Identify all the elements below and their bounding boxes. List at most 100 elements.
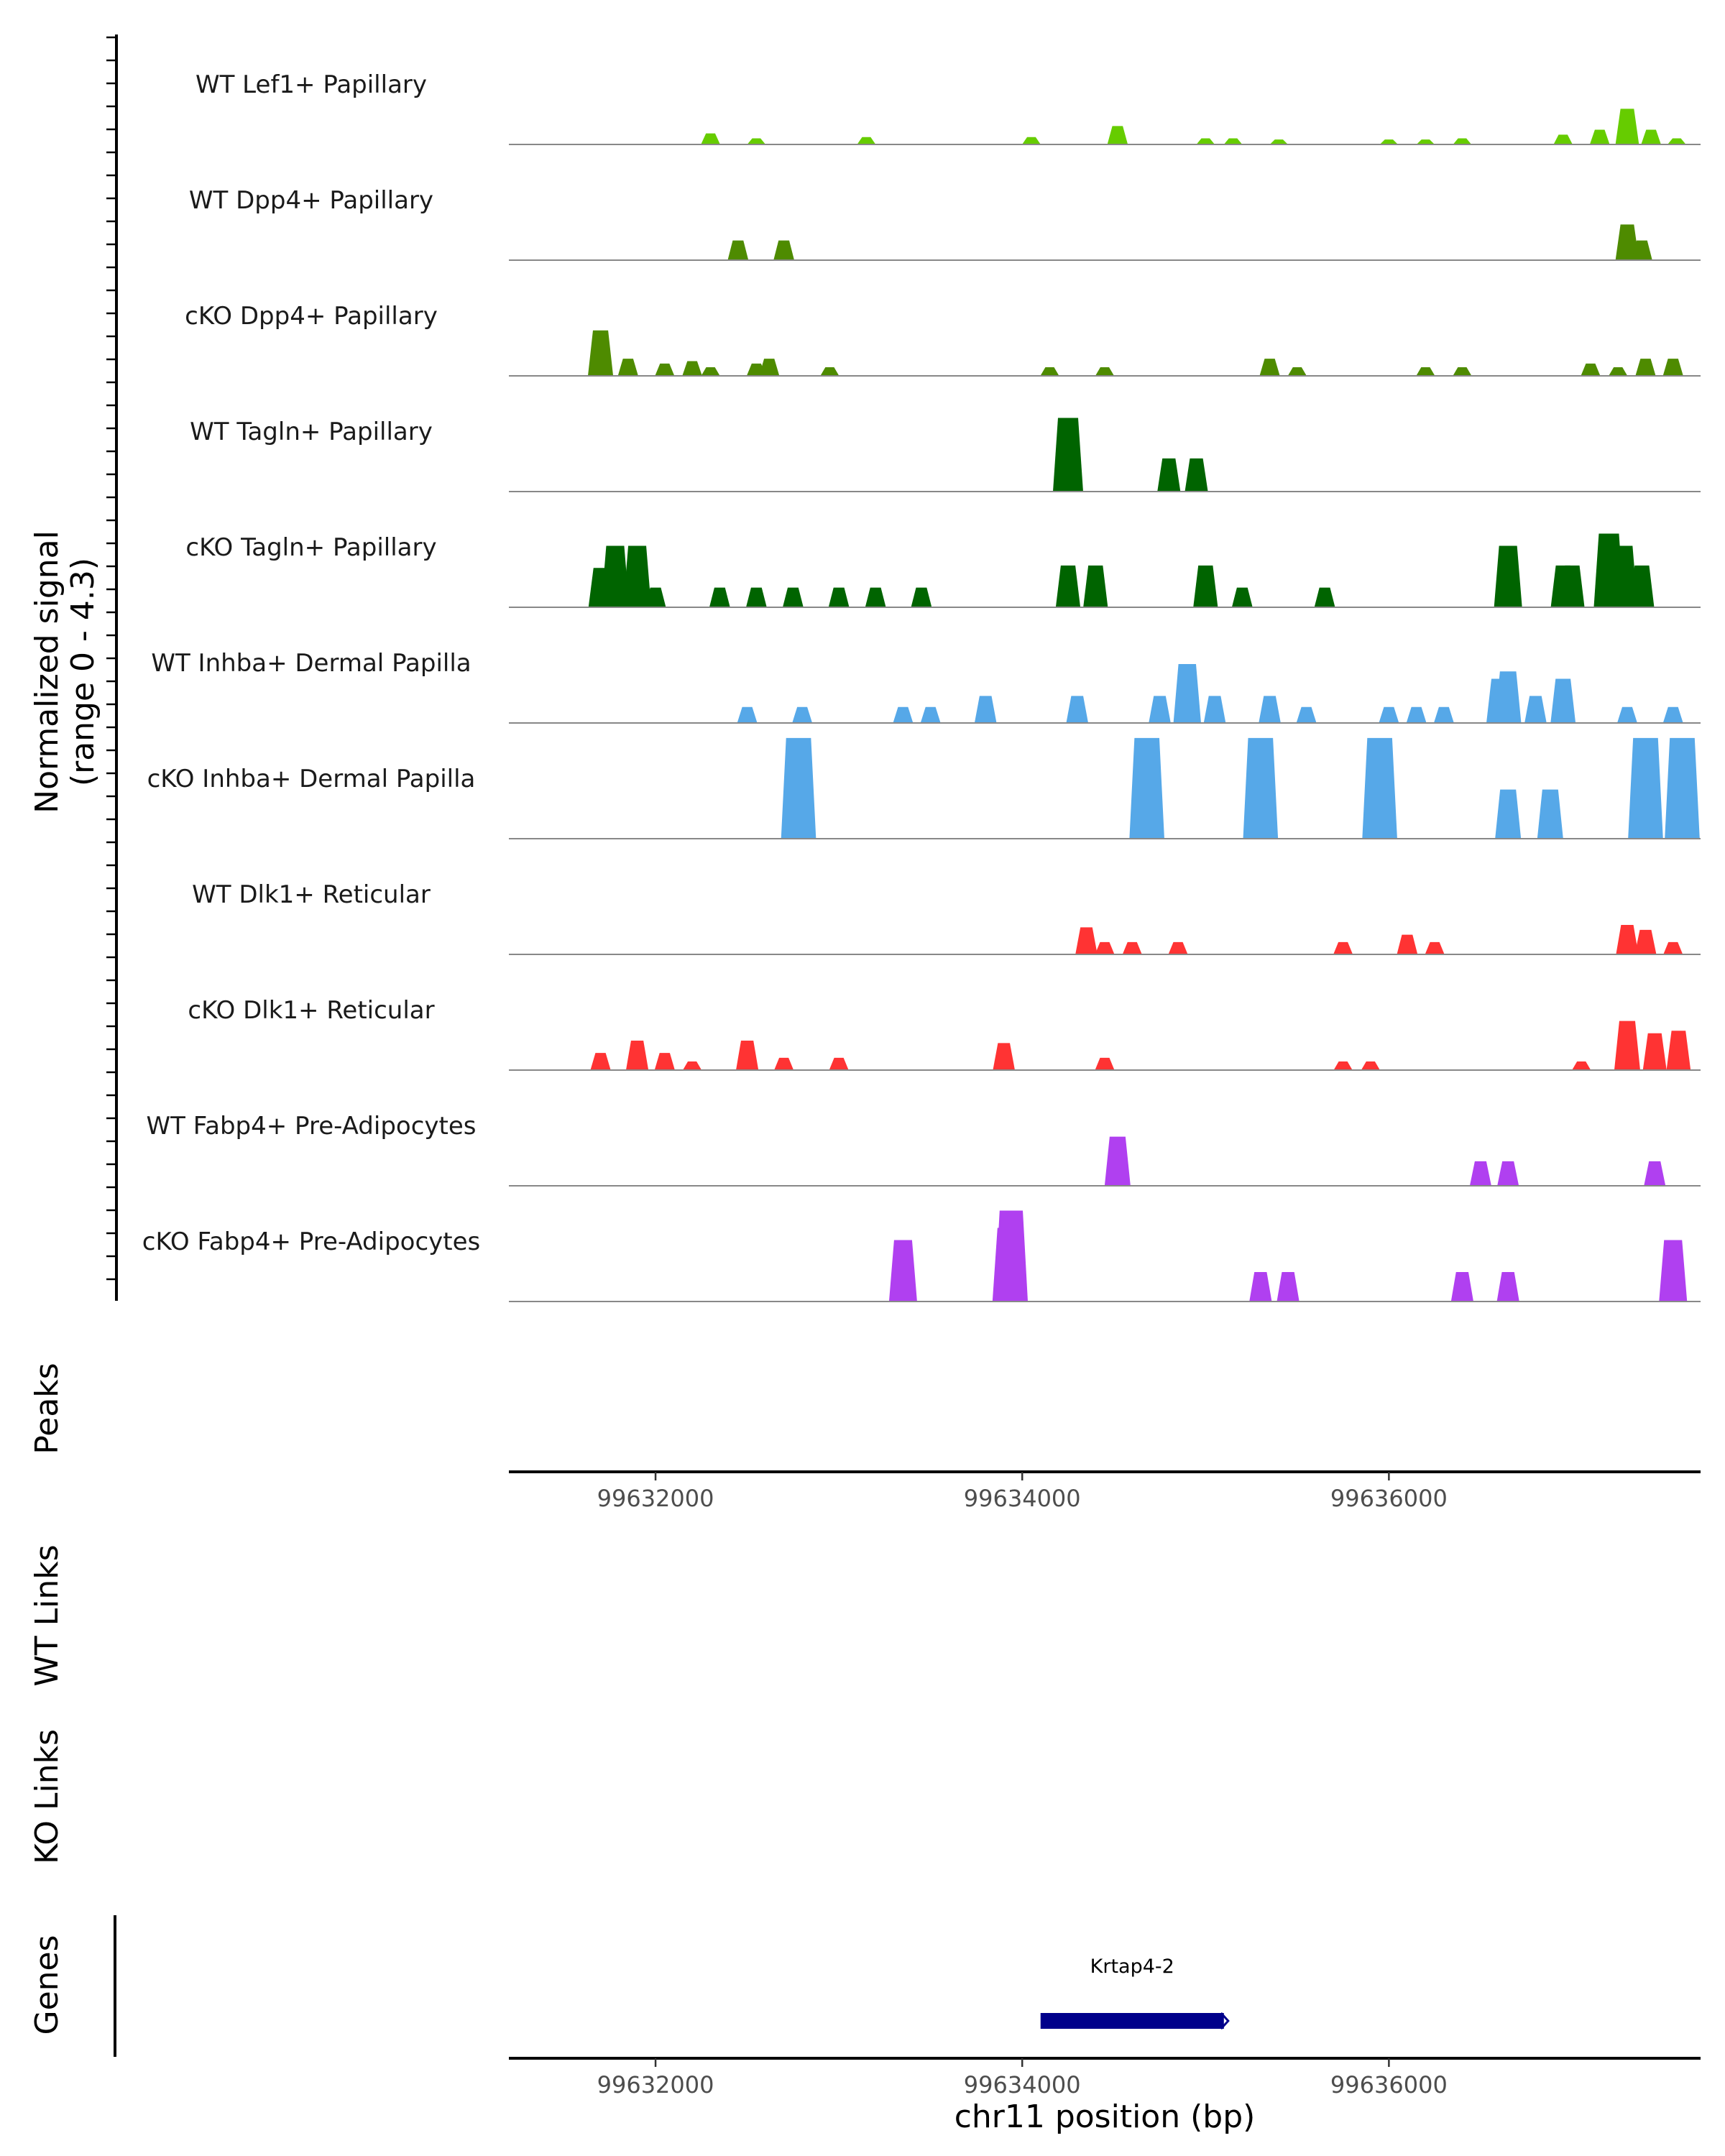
track-wt-lef1-papillary: WT Lef1+ Papillary [196,70,1701,145]
coverage-peak [1416,367,1435,376]
track-label: cKO Tagln+ Papillary [185,533,436,562]
coverage-peak [1433,706,1454,723]
track-wt-dlk1-reticular: WT Dlk1+ Reticular [192,880,1701,955]
coverage-peak [1055,565,1081,607]
coverage-peak [654,1053,675,1070]
x-tick-label: 99632000 [597,1485,714,1512]
x-tick-label: 99634000 [964,2071,1081,2099]
coverage-peak [1494,671,1522,723]
coverage-peak [781,737,816,839]
coverage-peak [1362,737,1397,839]
coverage-peak [1628,737,1663,839]
coverage-peak [1589,129,1610,144]
coverage-peak [1617,706,1637,723]
coverage-peak [1075,927,1098,954]
coverage-peak [1406,706,1427,723]
gene-strand-arrow [1220,2012,1230,2030]
coverage-peak [701,133,720,144]
coverage-peak [1276,1271,1300,1302]
coverage-peak [1666,1031,1691,1070]
coverage-peak [1259,359,1280,376]
wt-links-panel-label: WT Links [29,1544,65,1686]
coverage-peak [727,240,749,260]
coverage-peak [1453,138,1472,144]
coverage-peak [1634,929,1657,954]
coverage-peak [1223,138,1243,144]
track-label: WT Dlk1+ Reticular [192,880,431,909]
coverage-peak [1203,696,1226,723]
track-cko-dlk1-reticular: cKO Dlk1+ Reticular [188,996,1701,1071]
coverage-peak [1662,359,1683,376]
coverage-peak [1397,934,1418,954]
coverage-peak [1095,367,1115,376]
coverage-peak [1496,1271,1519,1302]
coverage-peak [1067,706,1087,723]
gene-label: Krtap4-2 [1090,1955,1174,1978]
coverage-peak [1635,359,1656,376]
track-label: cKO Dpp4+ Papillary [185,302,438,331]
track-label: WT Inhba+ Dermal Papilla [151,649,471,678]
x-axis-title: chr11 position (bp) [954,2099,1256,2135]
y-axis-subtitle: (range 0 - 4.3) [65,558,101,786]
coverage-peak [1453,367,1472,376]
coverage-peak [1052,418,1083,492]
coverage-peak [1184,458,1208,492]
coverage-peak [682,361,702,376]
coverage-peak [1196,138,1215,144]
coverage-y-ticks [106,36,116,1281]
coverage-peak [1379,706,1399,723]
coverage-peak [1642,1033,1667,1070]
coverage-peak [745,587,767,607]
coverage-peak [1107,126,1128,144]
gene-body [1040,2013,1224,2029]
coverage-peak [893,706,914,723]
coverage-peak [865,587,886,607]
coverage-peak [1665,737,1700,839]
track-wt-fabp4-pre-adipocytes: WT Fabp4+ Pre-Adipocytes [147,1112,1701,1187]
coverage-peak [1425,941,1445,954]
coverage-peak [709,587,730,607]
coverage-peak [1083,565,1108,607]
track-wt-inhba-dermal-papilla: WT Inhba+ Dermal Papilla [151,649,1701,724]
coverage-peak [645,587,666,607]
coverage-peak [655,363,675,376]
coverage-peak [1129,737,1164,839]
coverage-peak [1095,1057,1115,1070]
coverage-peak [1314,587,1335,607]
coverage-peak [747,138,766,144]
coverage-peak [1581,363,1601,376]
coverage-peak [1193,565,1218,607]
coverage-peak [1122,941,1142,954]
track-label: WT Tagln+ Papillary [190,418,433,446]
coverage-peak [1644,1161,1666,1186]
y-axis-title: Normalized signal [29,530,65,814]
coverage-peak [1616,924,1639,954]
coverage-peak [1287,367,1307,376]
coverage-peak [1243,737,1279,839]
coverage-peak [683,1061,702,1070]
coverage-peak [994,1210,1029,1302]
genes-x-axis: 99632000 99634000 99636000 [597,2058,1448,2099]
coverage-peak [601,545,630,607]
coverage-peak [1550,678,1576,723]
coverage-peak [1022,137,1041,144]
coverage-peak [1497,1161,1519,1186]
coverage-peak [1572,1061,1591,1070]
coverage-peak [1663,941,1683,954]
track-cko-fabp4-pre-adipocytes: cKO Fabp4+ Pre-Adipocytes [142,1210,1701,1302]
coverage-peak [1553,134,1573,144]
coverage-peak [736,1040,759,1070]
track-label: cKO Fabp4+ Pre-Adipocytes [142,1227,481,1256]
coverage-peak [1168,941,1188,954]
coverage-peak [792,706,813,723]
coverage-peak [1659,1240,1688,1302]
coverage-peak [625,1040,649,1070]
coverage-peak [1537,789,1563,839]
track-cko-dpp4-papillary: cKO Dpp4+ Papillary [185,302,1701,377]
coverage-peak [1524,696,1547,723]
coverage-peak [1269,139,1288,144]
coverage-peak [1668,138,1686,144]
coverage-peak [829,1057,849,1070]
track-wt-dpp4-papillary: WT Dpp4+ Papillary [189,186,1701,261]
peaks-x-axis: 99632000 99634000 99636000 [597,1472,1448,1512]
